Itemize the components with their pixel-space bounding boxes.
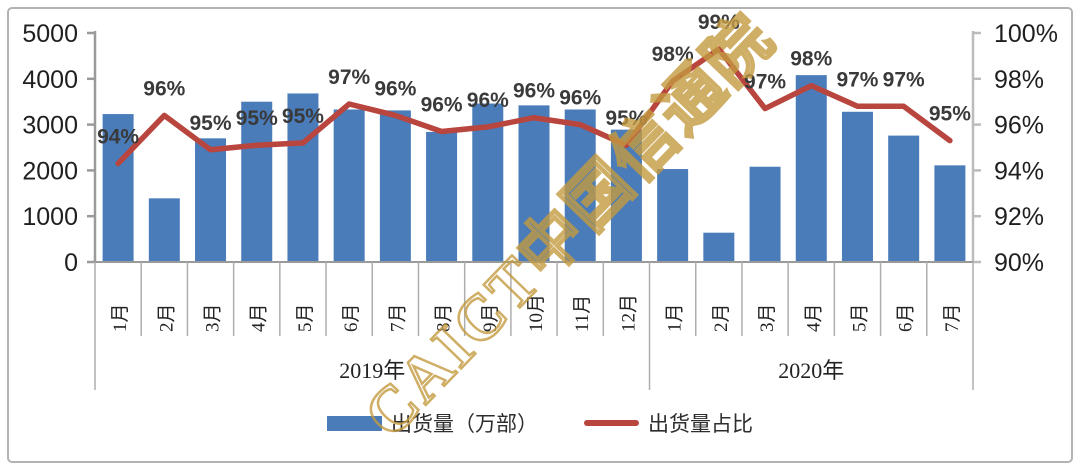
bar-4月-2019年: [241, 101, 273, 262]
data-label-95%: 95%: [605, 107, 647, 130]
bar-6月-2020年: [888, 135, 920, 262]
bar-2月-2019年: [148, 198, 180, 262]
right-axis-label: 92%: [994, 203, 1044, 231]
month-label: 5月: [295, 303, 316, 332]
left-axis-label: 4000: [22, 66, 78, 94]
year-label: 2019年: [339, 358, 405, 383]
bar-7月-2020年: [934, 165, 966, 262]
month-label: 3月: [203, 303, 224, 332]
line-series-swatch: [584, 420, 639, 426]
bar-series-swatch: [327, 415, 382, 431]
bar-5月-2020年: [841, 111, 873, 262]
month-label: 1月: [110, 303, 131, 332]
bar-3月-2019年: [195, 138, 227, 262]
data-label-97%: 97%: [328, 66, 370, 89]
legend-label-share: 出货量占比: [648, 412, 753, 436]
bar-5月-2019年: [287, 93, 319, 263]
data-label-96%: 96%: [467, 89, 509, 112]
bar-1月-2020年: [657, 169, 689, 262]
month-label: 6月: [341, 303, 362, 332]
data-label-95%: 95%: [929, 103, 971, 126]
left-axis-label: 3000: [22, 112, 78, 140]
bar-1月-2019年: [102, 114, 134, 262]
bar-6月-2019年: [333, 109, 365, 263]
month-label: 4月: [249, 303, 270, 332]
bar-10月-2019年: [518, 105, 550, 262]
bar-11月-2019年: [564, 109, 596, 263]
month-label: 7月: [942, 303, 963, 332]
data-label-97%: 97%: [883, 68, 925, 91]
right-axis-label: 90%: [994, 249, 1044, 277]
data-label-97%: 97%: [836, 68, 878, 91]
data-label-95%: 95%: [190, 112, 232, 135]
left-axis-label: 5000: [22, 20, 78, 48]
left-axis-label: 2000: [22, 157, 78, 185]
legend-item-share: 出货量占比: [584, 408, 753, 438]
left-axis-label: 1000: [22, 203, 78, 231]
bar-12月-2019年: [610, 129, 642, 262]
legend-label-shipments: 出货量（万部）: [391, 412, 538, 436]
month-label: 5月: [849, 303, 870, 332]
month-label: 7月: [387, 303, 408, 332]
data-label-96%: 96%: [143, 77, 185, 100]
month-label: 3月: [757, 303, 778, 332]
right-axis-label: 96%: [994, 112, 1044, 140]
bar-3月-2020年: [749, 166, 781, 262]
data-label-96%: 96%: [513, 80, 555, 103]
month-label: 2月: [711, 303, 732, 332]
bar-2月-2020年: [703, 232, 735, 262]
data-label-96%: 96%: [559, 87, 601, 110]
month-label: 10月: [526, 294, 547, 332]
data-label-98%: 98%: [790, 48, 832, 71]
month-label: 2月: [156, 303, 177, 332]
left-axis-label: 0: [64, 249, 78, 277]
data-label-95%: 95%: [282, 105, 324, 128]
data-label-96%: 96%: [374, 77, 416, 100]
month-label: 6月: [896, 303, 917, 332]
share-line: [115, 46, 953, 167]
bar-4月-2020年: [795, 75, 827, 262]
month-label: 1月: [665, 303, 686, 332]
month-label: 4月: [803, 303, 824, 332]
data-label-95%: 95%: [236, 107, 278, 130]
month-label: 9月: [480, 303, 501, 332]
bar-8月-2019年: [426, 131, 458, 262]
month-label: 8月: [434, 303, 455, 332]
data-label-97%: 97%: [744, 71, 786, 94]
bar-7月-2019年: [379, 110, 411, 262]
year-label: 2020年: [778, 358, 844, 383]
data-label-96%: 96%: [421, 93, 463, 116]
month-label: 11月: [572, 295, 593, 332]
legend-item-shipments: 出货量（万部）: [327, 408, 538, 438]
data-label-99%: 99%: [698, 11, 740, 34]
data-label-98%: 98%: [652, 43, 694, 66]
month-label: 12月: [618, 294, 639, 332]
right-axis-label: 100%: [994, 20, 1058, 48]
right-axis-label: 94%: [994, 157, 1044, 185]
data-label-94%: 94%: [97, 126, 139, 149]
right-axis-label: 98%: [994, 66, 1044, 94]
legend: 出货量（万部） 出货量占比: [0, 406, 1080, 440]
